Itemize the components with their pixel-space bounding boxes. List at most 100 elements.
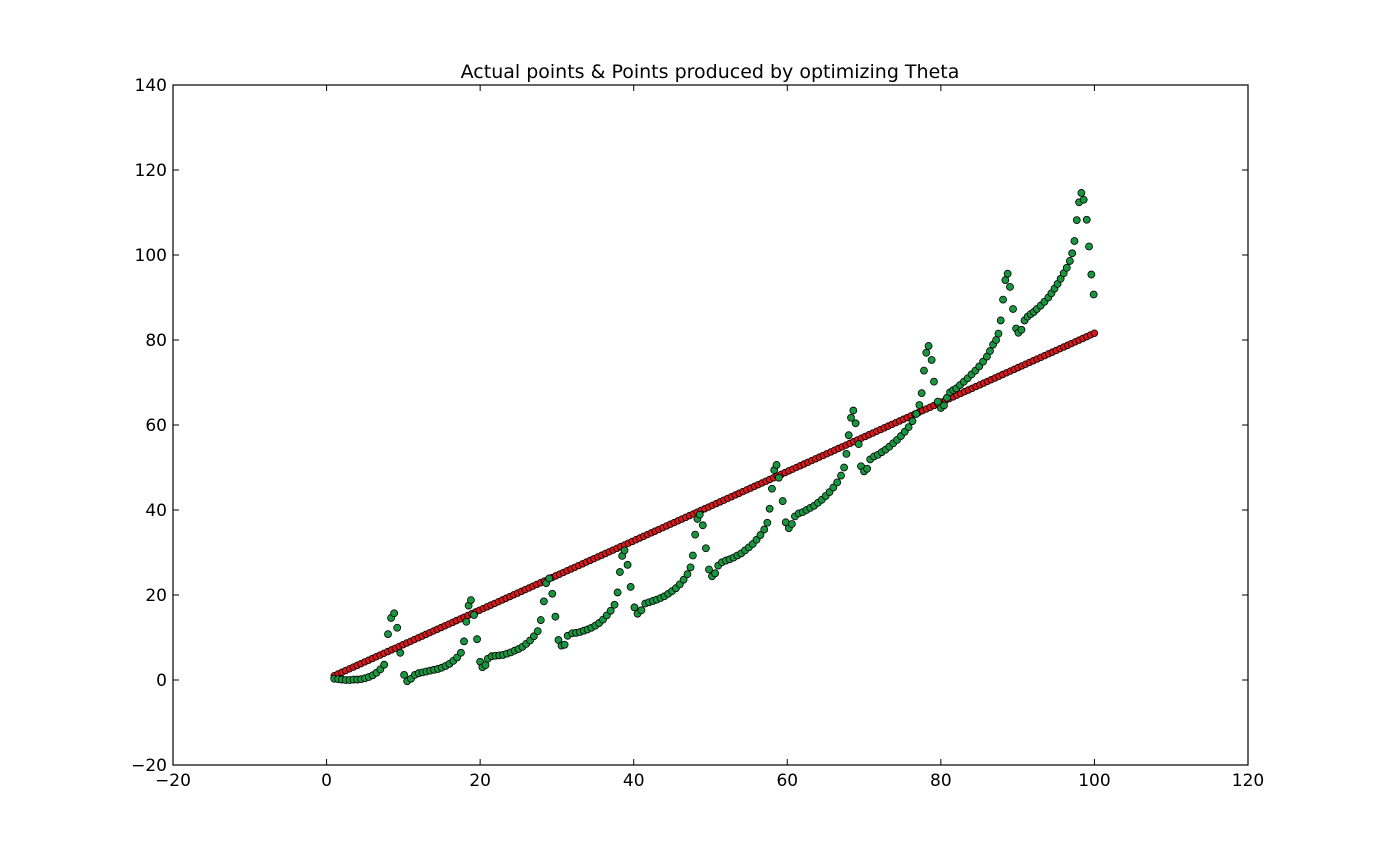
- series-2-point: [1072, 216, 1081, 225]
- y-tick-label: 60: [145, 416, 167, 436]
- series-2-point: [610, 600, 619, 609]
- series-2-point: [930, 377, 938, 386]
- series-2-point: [1087, 270, 1096, 279]
- series-2-point: [606, 606, 615, 615]
- x-tick-label: 120: [1232, 771, 1264, 791]
- series-2-point: [711, 569, 720, 578]
- y-tick-label: 120: [135, 161, 167, 181]
- series-2-point: [1082, 215, 1091, 224]
- series-2-point: [1077, 189, 1086, 197]
- series-2-point: [626, 583, 635, 591]
- series-2-point: [1001, 276, 1010, 284]
- series-2-point: [787, 520, 796, 528]
- series-2-point: [698, 521, 707, 530]
- series-2-point: [473, 635, 481, 644]
- x-tick-label: 0: [321, 771, 332, 791]
- series-2-point: [1079, 195, 1088, 204]
- series-2-point: [756, 531, 765, 539]
- series-2-point: [863, 464, 872, 473]
- series-2-point: [940, 401, 948, 410]
- series-2-point: [760, 525, 769, 534]
- series-2-point: [1089, 290, 1098, 299]
- y-tick-label: 100: [135, 246, 167, 266]
- series-2-point: [851, 419, 860, 428]
- series-2-point: [904, 423, 913, 432]
- series-2-point: [854, 440, 863, 449]
- series-2-point: [933, 397, 942, 406]
- series-2-point: [778, 497, 787, 505]
- series-2-point: [620, 546, 629, 555]
- series-2-point: [844, 431, 853, 440]
- series-2-point: [922, 348, 931, 357]
- series-2-point: [1062, 263, 1071, 272]
- series-2-point: [837, 471, 845, 480]
- series-2-point: [548, 589, 557, 598]
- series-2-point: [840, 463, 849, 472]
- x-tick-label: 60: [776, 771, 798, 791]
- x-tick-label: −20: [155, 771, 191, 791]
- series-2-point: [462, 617, 471, 626]
- series-2-point: [637, 606, 646, 615]
- series-2-point: [924, 342, 933, 350]
- series-2-point: [481, 661, 490, 670]
- series-2-point: [457, 648, 465, 657]
- series-2-point: [829, 483, 838, 492]
- series-2-point: [1006, 282, 1014, 291]
- series-2-point: [994, 329, 1003, 338]
- series-2-point: [470, 611, 478, 619]
- series-2-point: [768, 484, 776, 493]
- series-2-point: [763, 518, 772, 527]
- ticks-layer: −20 0 20 40 60 80 100 120 −20 0 20 40 60 80 100 120 140: [131, 76, 1264, 791]
- series-2-point: [842, 449, 851, 458]
- series-2-point: [1017, 325, 1026, 334]
- y-tick-label: 80: [145, 331, 167, 351]
- series-2-point: [683, 570, 692, 579]
- series-2-point: [400, 671, 409, 679]
- series-2-point: [679, 575, 688, 584]
- y-tick-label: 0: [156, 671, 167, 691]
- series-2-point: [630, 603, 639, 612]
- series-2-point: [705, 565, 713, 574]
- x-tick-label: 40: [623, 771, 645, 791]
- series-2-point: [1065, 257, 1074, 265]
- series-2-point: [539, 597, 548, 606]
- series-2-point: [833, 478, 842, 487]
- series-2-point: [467, 596, 475, 604]
- series-2-point: [772, 461, 781, 469]
- points-layer: [330, 189, 1099, 686]
- series-1-point: [1090, 329, 1099, 337]
- series-2-point: [615, 568, 624, 576]
- series-2-point: [536, 616, 545, 624]
- series-2-point: [701, 544, 710, 553]
- chart-title: Actual points & Points produced by optim…: [461, 61, 960, 83]
- series-2-point: [529, 632, 538, 641]
- series-2-point: [688, 551, 697, 560]
- series-2-point: [390, 609, 399, 618]
- series-2-point: [384, 630, 392, 638]
- y-tick-label: 40: [145, 501, 167, 521]
- series-2-point: [560, 640, 569, 649]
- series-2-point: [915, 401, 924, 409]
- y-tick-label: 20: [145, 586, 167, 606]
- series-2-point: [393, 623, 402, 632]
- series-2-point: [545, 574, 554, 583]
- series-2-point: [986, 347, 994, 355]
- series-2-point: [460, 637, 468, 646]
- series-2-point: [920, 366, 928, 375]
- series-2-point: [847, 413, 855, 422]
- series-2-point: [996, 316, 1005, 325]
- series-2-point: [927, 356, 936, 364]
- y-tick-label: −20: [131, 756, 167, 776]
- series-2-point: [396, 648, 405, 657]
- x-tick-label: 100: [1078, 771, 1110, 791]
- series-2-point: [623, 560, 632, 569]
- series-2-point: [533, 627, 542, 636]
- series-2-point: [765, 504, 774, 513]
- series-2-point: [992, 336, 1001, 344]
- series-2-point: [691, 530, 700, 539]
- series-2-point: [1009, 305, 1017, 313]
- series-2-point: [695, 510, 704, 519]
- series-2-point: [999, 295, 1007, 304]
- series-2-point: [917, 389, 926, 398]
